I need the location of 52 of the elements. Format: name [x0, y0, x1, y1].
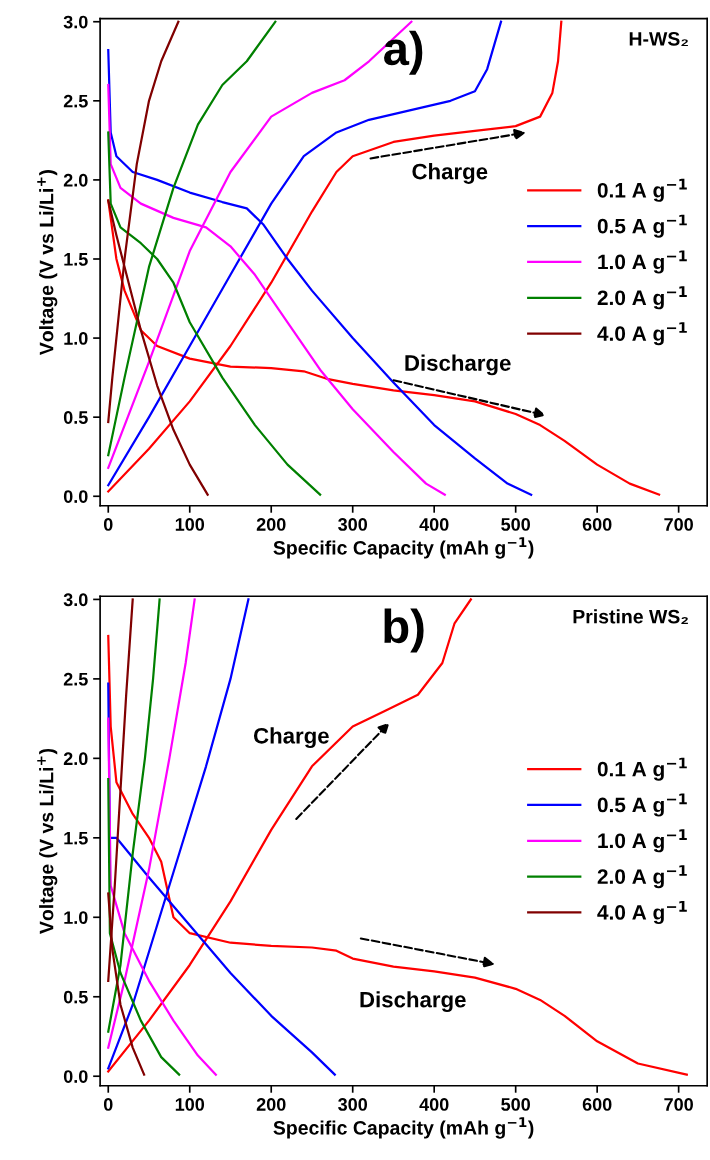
- y-tick-label: 0.5: [63, 411, 88, 424]
- y-tick-label: 0.5: [63, 990, 88, 1004]
- y-tick-label: 1.5: [64, 831, 88, 845]
- x-tick-label: 600: [582, 518, 612, 531]
- x-tick-label: 100: [175, 518, 205, 531]
- y-tick-label: 1.0: [64, 332, 88, 345]
- x-tick-label: 300: [338, 518, 368, 531]
- x-tick-label: 500: [501, 518, 530, 531]
- y-tick-label: 1.0: [64, 911, 88, 925]
- x-tick-label: 700: [664, 518, 693, 531]
- x-axis-title: Specific Capacity (mAh g$^{−1}$): [273, 1117, 534, 1139]
- annotation: Discharge: [360, 991, 466, 1012]
- annotation: Discharge: [405, 354, 511, 376]
- annotation: Charge: [412, 163, 488, 184]
- y-tick-label: 2.5: [63, 94, 88, 108]
- x-tick-label: 100: [175, 1098, 205, 1111]
- y-tick-label: 3.0: [63, 15, 88, 29]
- legend-label: 0.5 A g$^{−1}$: [597, 793, 687, 817]
- y-axis-title: Voltage (V vs Li/Li$^{+}$): [37, 170, 58, 356]
- y-tick-label: 0.0: [63, 490, 88, 503]
- x-tick-label: 400: [419, 518, 449, 531]
- x-tick-label: 200: [256, 518, 286, 531]
- y-tick-label: 0.0: [63, 1070, 88, 1083]
- x-tick-label: 0: [103, 518, 113, 531]
- y-tick-label: 2.0: [63, 173, 88, 187]
- x-tick-label: 700: [664, 1098, 693, 1111]
- legend-label: 2.0 A g$^{−1}$: [597, 286, 687, 310]
- x-tick-label: 0: [103, 1098, 113, 1111]
- y-tick-label: 2.0: [63, 752, 88, 766]
- y-tick-label: 2.5: [63, 672, 88, 686]
- legend-label: 4.0 A g$^{−1}$: [597, 901, 687, 925]
- y-tick-label: 1.5: [64, 253, 88, 266]
- legend-label: 1.0 A g$^{−1}$: [598, 250, 687, 274]
- y-axis-title: Voltage (V vs Li/Li$^{+}$): [37, 748, 58, 934]
- legend-label: 0.1 A g$^{−1}$: [597, 178, 687, 202]
- chart-title: a): [384, 30, 423, 75]
- legend-label: 0.5 A g$^{−1}$: [597, 214, 687, 238]
- annotation: Pristine WS₂: [573, 609, 688, 624]
- x-tick-label: 500: [501, 1098, 530, 1111]
- legend-label: 4.0 A g$^{−1}$: [597, 322, 687, 346]
- x-tick-label: 400: [419, 1098, 449, 1111]
- x-tick-label: 600: [582, 1098, 612, 1111]
- legend-label: 2.0 A g$^{−1}$: [597, 865, 687, 889]
- y-tick-label: 3.0: [63, 593, 88, 607]
- legend-label: 0.1 A g$^{−1}$: [597, 757, 687, 781]
- x-tick-label: 200: [256, 1098, 286, 1111]
- annotation: Charge: [253, 727, 329, 749]
- x-axis-title: Specific Capacity (mAh g$^{−1}$): [273, 537, 534, 559]
- chart-title: b): [384, 608, 424, 653]
- annotation: H-WS₂: [629, 31, 688, 47]
- x-tick-label: 300: [338, 1098, 368, 1111]
- legend-label: 1.0 A g$^{−1}$: [598, 829, 687, 853]
